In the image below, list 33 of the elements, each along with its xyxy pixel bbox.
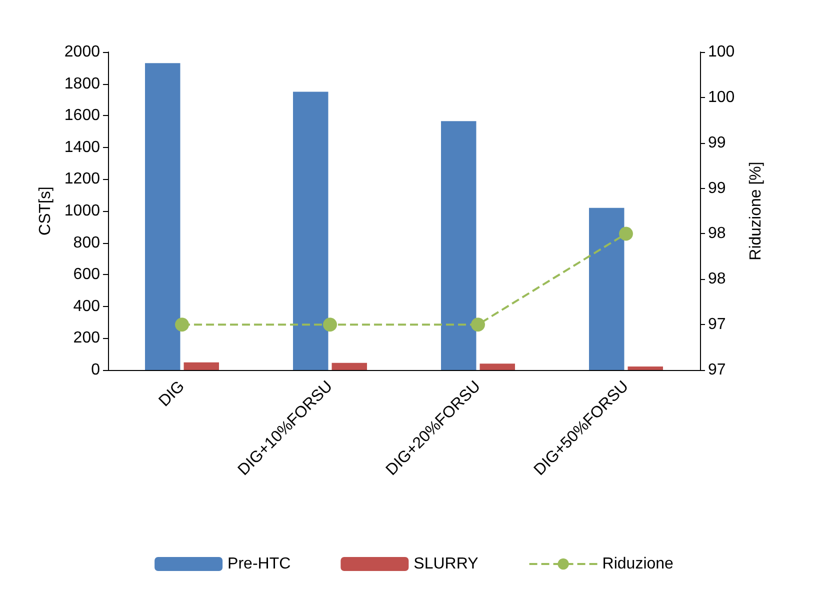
y-tick-label: 800: [73, 234, 100, 252]
legend-label: Pre-HTC: [228, 556, 291, 572]
y2-tick-label: 99: [708, 180, 726, 197]
bar: [332, 362, 367, 370]
y2-tick-label: 100: [708, 88, 735, 106]
y-tick-label: 0: [91, 362, 100, 378]
y-tick-label: 1200: [64, 170, 100, 188]
y-tick-label: 600: [73, 266, 100, 284]
y-axis-title: CST[s]: [37, 186, 54, 236]
y2-tick-label: 98: [708, 225, 726, 242]
y2-tick-label: 98: [708, 270, 726, 288]
bar: [441, 121, 476, 370]
bar: [184, 362, 219, 370]
y-tick-label: 1600: [64, 107, 100, 124]
y2-tick-label: 97: [708, 362, 726, 378]
legend-label: Riduzione: [602, 556, 674, 572]
y2-tick-label: 99: [708, 134, 726, 152]
bar: [145, 63, 180, 370]
y2-tick-label: 100: [708, 44, 735, 60]
x-tick-label: DIG: [156, 378, 188, 410]
legend-label: SLURRY: [414, 556, 479, 572]
y-tick-label: 2000: [64, 44, 100, 60]
bar: [628, 366, 663, 370]
y-tick-label: 200: [73, 330, 100, 347]
bar: [480, 364, 515, 370]
bar: [589, 208, 624, 370]
y-tick-label: 1000: [64, 202, 100, 220]
y2-axis-title: Riduzione [%]: [748, 162, 764, 260]
y2-tick-label: 97: [708, 316, 726, 334]
y-tick-label: 1400: [64, 138, 100, 156]
y-tick-label: 400: [73, 298, 100, 315]
bar: [293, 92, 328, 370]
y-tick-label: 1800: [64, 75, 100, 92]
